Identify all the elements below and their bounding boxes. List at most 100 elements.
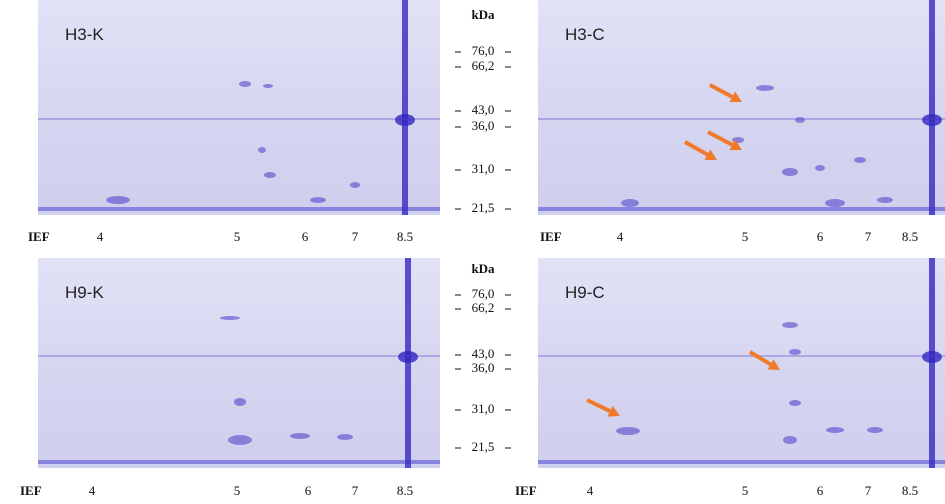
arrows (586, 83, 780, 417)
ief-label: 5 (742, 483, 749, 498)
gel-spot (922, 114, 942, 126)
gel-spot (264, 172, 276, 178)
arrow-head (767, 359, 780, 370)
marker-label: 21,5 (472, 200, 495, 215)
gel-spot (234, 398, 246, 406)
ief-label: 6 (305, 483, 312, 498)
arrow-head (729, 139, 742, 151)
gel-spot (258, 147, 266, 153)
marker-label: 76,0 (472, 286, 495, 301)
gels (38, 0, 945, 468)
gel-streak (402, 0, 408, 215)
gel-streak (929, 0, 935, 215)
marker-unit: kDa (471, 7, 495, 22)
gel-front (38, 118, 440, 120)
gel-spot (106, 196, 130, 204)
gel-image (38, 258, 440, 468)
arrow-head (607, 405, 620, 417)
gel-spot (263, 84, 273, 88)
gel-spot (789, 400, 801, 406)
arrow-shaft (748, 350, 772, 367)
marker-label: 76,0 (472, 43, 495, 58)
gel-spot (337, 434, 353, 440)
ief-label: 4 (617, 229, 624, 244)
gel-image (38, 0, 440, 215)
gel-image (538, 258, 945, 468)
ief-label: 6 (302, 229, 309, 244)
gel-spot (616, 427, 640, 435)
gel-band (538, 207, 945, 211)
ief-label: 5 (742, 229, 749, 244)
marker-label: 21,5 (472, 439, 495, 454)
gel-spot (795, 117, 805, 123)
marker-label: 31,0 (472, 161, 495, 176)
arrow-shaft (707, 130, 734, 147)
ief-title: IEF (540, 229, 562, 244)
arrow-head (729, 91, 742, 103)
gel-spot (290, 433, 310, 439)
gel-spot (228, 435, 252, 445)
marker-label: 36,0 (472, 118, 495, 133)
panel-label: H3-K (65, 25, 104, 44)
ief-title: IEF (515, 483, 537, 498)
gel-front (38, 355, 440, 357)
ief-label: 8.5 (902, 483, 918, 498)
ief-label: 6 (817, 483, 824, 498)
gel-spot (621, 199, 639, 207)
ief-label: 6 (817, 229, 824, 244)
marker-unit: kDa (471, 261, 495, 276)
gel-spot (877, 197, 893, 203)
ief-label: 5 (234, 483, 241, 498)
marker-label: 43,0 (472, 102, 495, 117)
gel-image (538, 0, 945, 215)
arrow-shaft (684, 140, 709, 157)
ief-label: 8.5 (902, 229, 918, 244)
ief-label: 4 (97, 229, 104, 244)
gel-spot (239, 81, 251, 87)
panel-label: H9-C (565, 283, 605, 302)
marker-label: 43,0 (472, 346, 495, 361)
gel-spot (783, 436, 797, 444)
ief-label: 7 (352, 229, 359, 244)
gel-spot (782, 322, 798, 328)
gel-spot (395, 114, 415, 126)
ief-label: 4 (587, 483, 594, 498)
gel-spot (310, 197, 326, 203)
marker-label: 66,2 (472, 58, 495, 73)
gel-spot (398, 351, 418, 363)
ief-label: 7 (865, 229, 872, 244)
gel-band (538, 460, 945, 464)
gel-band (38, 207, 440, 211)
marker-label: 31,0 (472, 401, 495, 416)
marker-label: 36,0 (472, 360, 495, 375)
panel-label: H9-K (65, 283, 104, 302)
ief-label: 4 (89, 483, 96, 498)
gel-spot (789, 349, 801, 355)
gel-spot (922, 351, 942, 363)
arrow-shaft (586, 398, 611, 414)
arrow-shaft (709, 83, 734, 99)
gel-front (538, 355, 945, 357)
ief-label: 7 (352, 483, 359, 498)
gel-spot (854, 157, 866, 163)
ief-label: 5 (234, 229, 241, 244)
arrow-head (704, 149, 717, 160)
ief-title: IEF (28, 229, 50, 244)
gel-spot (756, 85, 774, 91)
gel-spot (867, 427, 883, 433)
gel-spot (815, 165, 825, 171)
ief-label: 8.5 (397, 483, 413, 498)
ief-label: 8.5 (397, 229, 413, 244)
panel-label: H3-C (565, 25, 605, 44)
marker-label: 66,2 (472, 300, 495, 315)
gel-spot (220, 316, 240, 320)
gel-spot (826, 427, 844, 433)
ief-title: IEF (20, 483, 42, 498)
gel-spot (782, 168, 798, 176)
gel-spot (350, 182, 360, 188)
ief-label: 7 (865, 483, 872, 498)
gel-spot (825, 199, 845, 207)
gel-front (538, 118, 945, 120)
